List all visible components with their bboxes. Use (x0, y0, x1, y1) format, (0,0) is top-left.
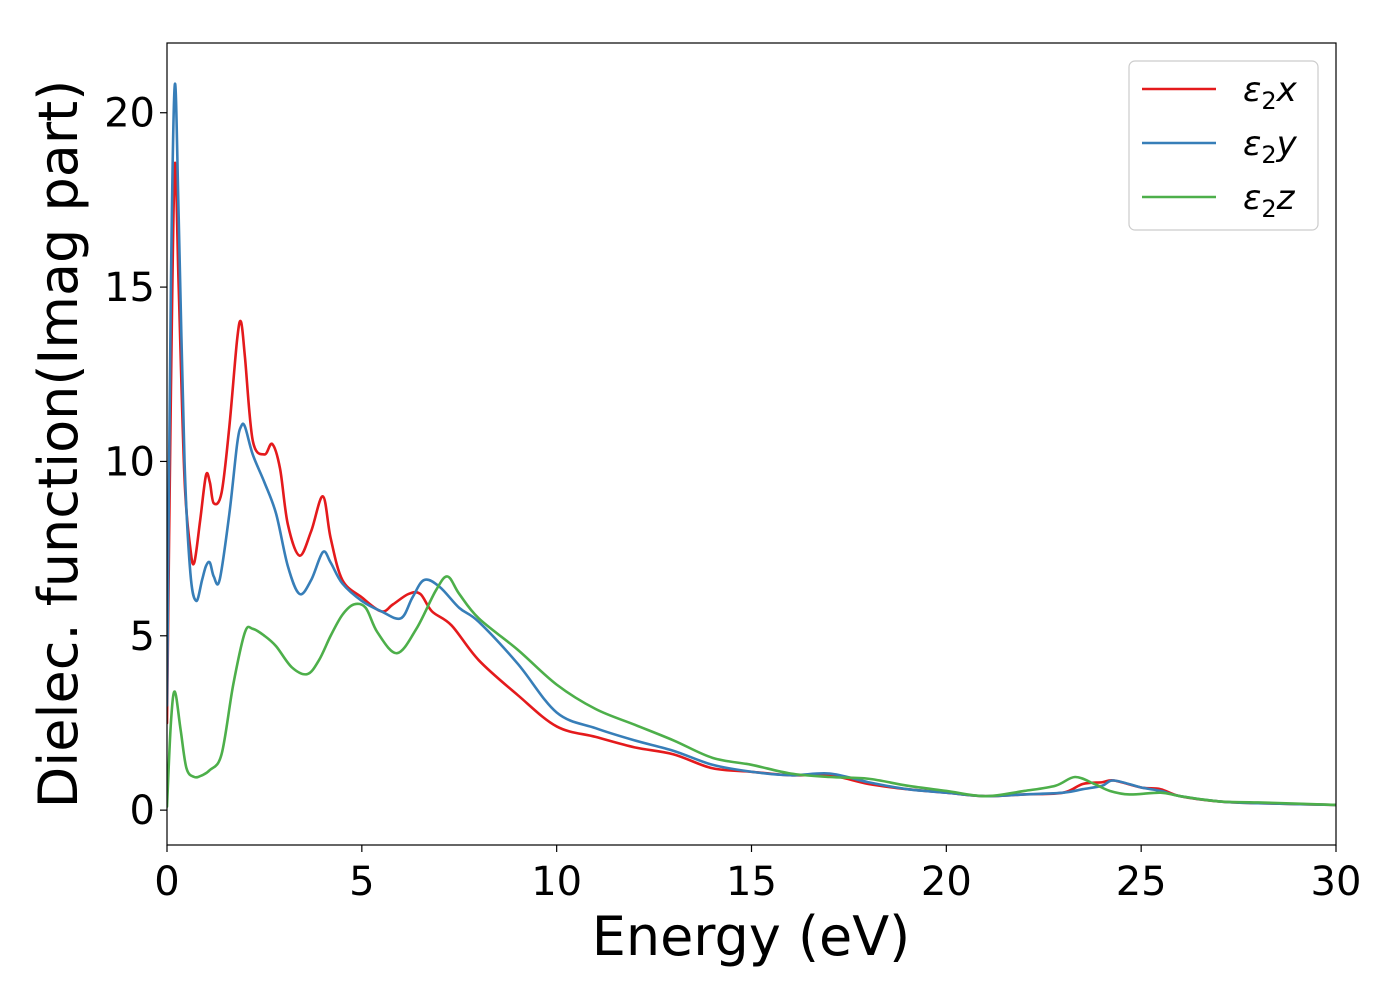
x-tick-label: 15 (726, 859, 777, 905)
legend-label-y: ε2y (1243, 124, 1298, 169)
x-tick-label: 5 (349, 859, 374, 905)
legend-label-z: ε2z (1243, 178, 1296, 223)
series-line-y (167, 82, 1336, 807)
y-tick-label: 0 (130, 788, 155, 834)
legend-label-x: ε2x (1243, 70, 1298, 115)
plot-lines (167, 82, 1336, 808)
series-line-z (167, 575, 1336, 808)
x-tick-label: 10 (531, 859, 582, 905)
y-axis-ticks: 0 5 10 15 20 (104, 91, 167, 834)
legend: ε2x ε2y ε2z (1128, 60, 1319, 231)
x-tick-label: 30 (1311, 859, 1362, 905)
x-tick-label: 20 (921, 859, 972, 905)
y-tick-label: 20 (104, 91, 155, 137)
y-tick-label: 15 (104, 265, 155, 311)
y-axis-label: Dielec. function(Imag part) (27, 80, 90, 809)
y-tick-label: 5 (130, 614, 155, 660)
x-tick-label: 25 (1116, 859, 1167, 905)
legend-box (1128, 60, 1319, 231)
y-tick-label: 10 (104, 439, 155, 485)
x-axis-ticks: 0 5 10 15 20 25 30 (154, 845, 1361, 905)
series-line-x (167, 161, 1336, 807)
x-axis-label: Energy (eV) (592, 905, 911, 968)
x-tick-label: 0 (154, 859, 179, 905)
